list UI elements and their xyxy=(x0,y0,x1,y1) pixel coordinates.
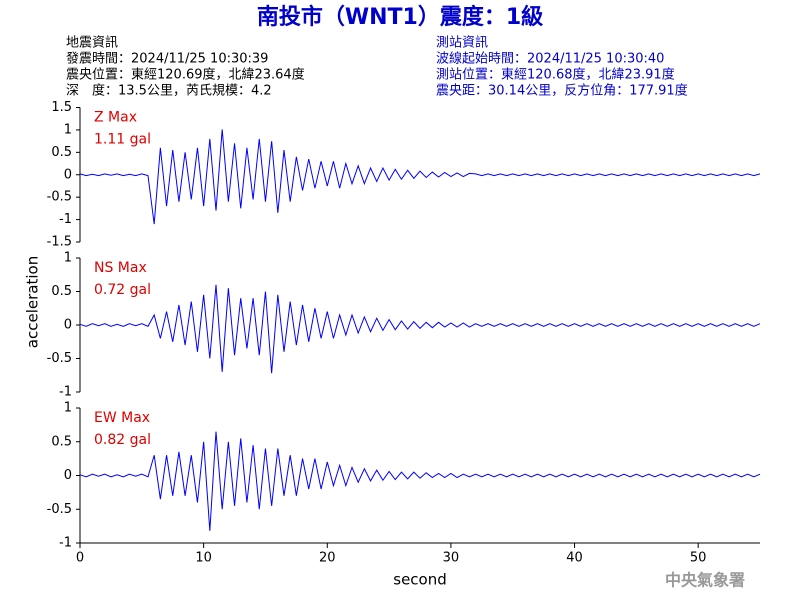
info-line: 地震資訊 xyxy=(66,36,118,51)
panel-label: Z Max xyxy=(94,110,137,126)
waveform xyxy=(79,431,761,531)
y-tick-label: 1 xyxy=(64,122,72,137)
x-axis-label: second xyxy=(393,571,447,589)
info-line: 波線起始時間：2024/11/25 10:30:40 xyxy=(436,51,664,67)
info-line: 發震時間：2024/11/25 10:30:39 xyxy=(66,52,268,67)
y-tick-label: 0.5 xyxy=(51,145,72,160)
x-tick-label: 0 xyxy=(76,551,84,566)
panel-label: EW Max xyxy=(94,410,150,426)
y-tick-label: -0.5 xyxy=(47,502,72,517)
max-label: 0.82 gal xyxy=(94,432,151,448)
y-tick-label: -0.5 xyxy=(47,351,72,366)
max-label: 1.11 gal xyxy=(94,132,151,148)
info-line: 測站位置：東經120.68度，北緯23.91度 xyxy=(436,67,675,83)
info-line: 測站資訊 xyxy=(436,36,488,51)
y-axis-label: acceleration xyxy=(24,256,42,348)
x-tick-label: 10 xyxy=(195,551,212,566)
chart-title: 南投市（WNT1）震度：1級 xyxy=(257,4,543,30)
footer: 中央氣象署 xyxy=(665,571,745,590)
info-line: 震央位置：東經120.69度，北緯23.64度 xyxy=(66,67,305,83)
y-tick-label: 1 xyxy=(64,251,72,266)
info-line: 深 度：13.5公里，芮氏規模：4.2 xyxy=(66,83,272,99)
y-tick-label: 0 xyxy=(64,167,72,182)
y-tick-label: -1 xyxy=(59,212,72,227)
x-tick-label: 20 xyxy=(319,551,336,566)
y-tick-label: 0.5 xyxy=(51,434,72,449)
y-tick-label: 1 xyxy=(64,401,72,416)
x-tick-label: 30 xyxy=(443,551,460,566)
x-tick-label: 50 xyxy=(690,551,707,566)
y-tick-label: 0 xyxy=(64,318,72,333)
y-tick-label: 0 xyxy=(64,468,72,483)
y-tick-label: -1 xyxy=(59,385,72,400)
max-label: 0.72 gal xyxy=(94,282,151,298)
y-tick-label: 1.5 xyxy=(51,100,72,115)
waveform xyxy=(79,284,761,374)
y-tick-label: -1 xyxy=(59,536,72,551)
info-line: 震央距：30.14公里，反方位角：177.91度 xyxy=(436,83,688,99)
y-tick-label: -1.5 xyxy=(47,235,72,250)
waveform xyxy=(79,129,761,225)
y-tick-label: 0.5 xyxy=(51,284,72,299)
panel-label: NS Max xyxy=(94,260,147,276)
x-tick-label: 40 xyxy=(566,551,583,566)
y-tick-label: -0.5 xyxy=(47,190,72,205)
